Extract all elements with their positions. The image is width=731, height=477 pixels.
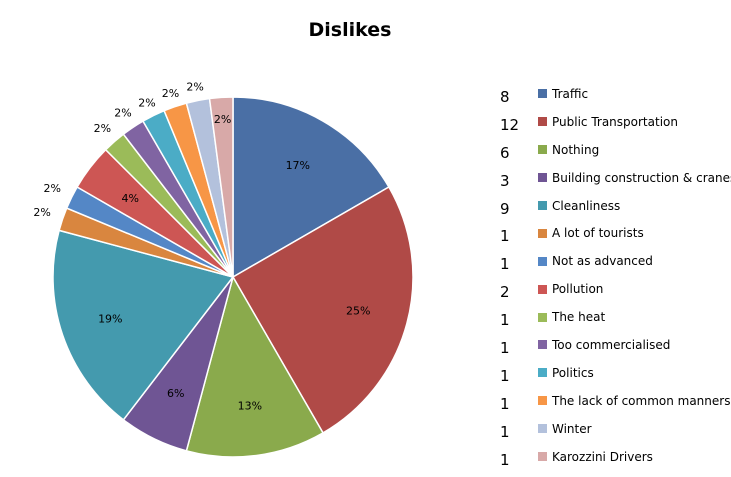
legend-swatch: [538, 424, 547, 434]
category-count: 3: [500, 171, 510, 190]
slice-percent-label: 2%: [43, 182, 60, 195]
chart-title: Dislikes: [308, 19, 392, 41]
legend: Traffic Public Transportation Nothing Build…: [538, 80, 731, 470]
category-count: 12: [500, 115, 520, 134]
legend-swatch: [538, 145, 547, 155]
legend-item: Public Transportation: [538, 108, 731, 136]
category-count: 1: [500, 450, 510, 469]
legend-item: Building construction & cranes: [538, 164, 731, 192]
legend-swatch: [538, 201, 547, 210]
legend-item: The heat: [538, 303, 731, 331]
slice-percent-label: 2%: [186, 80, 203, 93]
legend-item: Politics: [538, 359, 731, 387]
slice-percent-label: 25%: [346, 305, 370, 318]
category-count: 2: [500, 283, 510, 302]
pie-slice: [232, 96, 390, 279]
slice-percent-label: 2%: [162, 87, 179, 100]
slice-percent-label: 6%: [167, 387, 184, 400]
slice-percent-label: 2%: [138, 97, 155, 110]
slice-percent-label: 19%: [98, 313, 122, 326]
legend-item: Traffic: [538, 80, 731, 108]
legend-label: Karozzini Drivers: [552, 449, 653, 464]
legend-swatch: [538, 173, 547, 183]
legend-item: Winter: [538, 415, 731, 443]
legend-item: Not as advanced: [538, 247, 731, 275]
legend-item: Karozzini Drivers: [538, 443, 731, 471]
legend-swatch: [538, 312, 547, 322]
legend-label: A lot of tourists: [552, 226, 644, 241]
category-count: 9: [500, 199, 510, 218]
category-count: 1: [500, 311, 510, 330]
legend-swatch: [538, 117, 547, 127]
legend-label: The heat: [552, 310, 606, 325]
legend-label: Winter: [552, 421, 592, 436]
legend-label: Building construction & cranes: [552, 170, 731, 185]
pie-slice: [208, 96, 234, 278]
count-column: 8 12 6 3 9 1 1 2 1 1 1 1 1 1: [500, 84, 530, 474]
legend-label: Public Transportation: [552, 114, 678, 129]
pie-slice: [52, 229, 235, 421]
legend-item: A lot of tourists: [538, 219, 731, 247]
pie-slice: [231, 185, 414, 434]
legend-label: Not as advanced: [552, 254, 653, 269]
legend-label: The lack of common manners: [552, 393, 731, 408]
legend-label: Traffic: [552, 86, 589, 101]
legend-item: The lack of common manners: [538, 387, 731, 415]
category-count: 8: [500, 88, 510, 106]
legend-item: Pollution: [538, 275, 731, 303]
category-count: 6: [500, 143, 510, 162]
category-count: 1: [500, 339, 510, 358]
legend-label: Politics: [552, 365, 594, 380]
slice-percent-label: 2%: [214, 113, 231, 126]
legend-label: Pollution: [552, 282, 604, 297]
legend-label: Too commercialised: [552, 337, 671, 352]
legend-item: Nothing: [538, 136, 731, 164]
legend-label: Cleanliness: [552, 198, 621, 213]
category-count: 1: [500, 366, 510, 385]
legend-swatch: [538, 256, 547, 266]
legend-swatch: [538, 452, 547, 462]
slice-percent-label: 17%: [286, 159, 310, 172]
pie-slice: [185, 275, 325, 458]
slice-percent-label: 4%: [121, 192, 138, 205]
category-count: 1: [500, 394, 510, 413]
legend-swatch: [538, 396, 547, 406]
legend-swatch: [538, 368, 547, 378]
slice-percent-label: 2%: [94, 122, 111, 135]
legend-swatch: [538, 340, 547, 350]
slice-percent-label: 2%: [33, 206, 50, 219]
legend-item: Cleanliness: [538, 192, 731, 220]
legend-swatch: [538, 89, 547, 99]
legend-swatch: [538, 228, 547, 238]
legend-label: Nothing: [552, 142, 600, 157]
legend-item: Too commercialised: [538, 331, 731, 359]
legend-swatch: [538, 284, 547, 294]
category-count: 1: [500, 422, 510, 441]
slice-percent-label: 13%: [238, 400, 262, 413]
slice-percent-label: 2%: [114, 106, 131, 119]
category-count: 1: [500, 255, 510, 274]
category-count: 1: [500, 227, 510, 246]
